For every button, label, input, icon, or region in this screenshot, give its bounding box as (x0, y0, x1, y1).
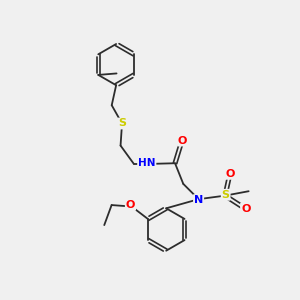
Text: O: O (226, 169, 235, 179)
Text: S: S (118, 118, 126, 128)
Text: S: S (222, 190, 230, 200)
Text: O: O (178, 136, 188, 146)
Text: N: N (194, 195, 203, 205)
Text: O: O (241, 204, 250, 214)
Text: HN: HN (138, 158, 155, 168)
Text: O: O (126, 200, 135, 210)
